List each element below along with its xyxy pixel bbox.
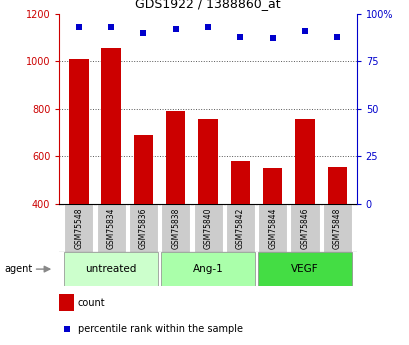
Text: count: count	[78, 298, 105, 308]
Point	[128, 247, 135, 253]
Bar	[198, 119, 217, 204]
Point	[269, 36, 275, 41]
Text: VEGF: VEGF	[290, 264, 318, 274]
Text: GSM75842: GSM75842	[235, 207, 244, 249]
Text: percentile rank within the sample: percentile rank within the sample	[78, 324, 242, 334]
Text: GSM75848: GSM75848	[332, 207, 341, 249]
Bar	[64, 204, 93, 252]
Bar	[101, 48, 121, 204]
Point	[301, 28, 308, 34]
Bar	[294, 119, 314, 204]
Bar	[258, 252, 351, 286]
Bar	[166, 111, 185, 204]
Title: GDS1922 / 1388860_at: GDS1922 / 1388860_at	[135, 0, 280, 10]
Text: untreated: untreated	[85, 264, 137, 274]
Text: GSM75846: GSM75846	[300, 207, 309, 249]
Bar	[69, 59, 88, 204]
Text: GSM75834: GSM75834	[106, 207, 115, 249]
Bar	[161, 252, 254, 286]
Bar	[97, 204, 126, 252]
Bar	[230, 161, 249, 204]
Point	[75, 24, 82, 30]
Bar	[322, 204, 351, 252]
Bar	[225, 204, 254, 252]
Bar	[64, 252, 157, 286]
Point	[140, 30, 146, 36]
Bar	[133, 135, 153, 204]
Text: GSM75836: GSM75836	[139, 207, 148, 249]
Bar	[128, 204, 157, 252]
Text: GSM75844: GSM75844	[267, 207, 276, 249]
Point	[236, 34, 243, 39]
Text: agent: agent	[4, 264, 32, 274]
Point	[333, 34, 340, 39]
Point	[204, 24, 211, 30]
Bar	[290, 204, 319, 252]
Bar	[327, 167, 346, 204]
Bar	[262, 168, 282, 204]
Bar	[258, 204, 287, 252]
Point	[172, 26, 179, 32]
Text: GSM75548: GSM75548	[74, 207, 83, 249]
Bar	[161, 204, 190, 252]
Text: Ang-1: Ang-1	[192, 264, 223, 274]
Text: GSM75838: GSM75838	[171, 207, 180, 249]
Point	[108, 24, 114, 30]
Bar	[193, 204, 222, 252]
Text: GSM75840: GSM75840	[203, 207, 212, 249]
